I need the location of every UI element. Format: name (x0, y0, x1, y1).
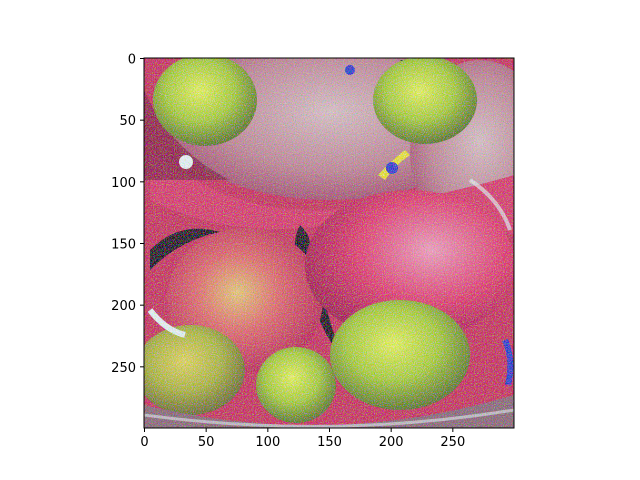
x-axis: 0 50 100 150 200 250 (140, 428, 465, 450)
y-tick-label: 250 (111, 361, 136, 376)
y-tick-label: 150 (111, 238, 136, 253)
y-tick-label: 0 (128, 53, 136, 68)
y-tick-label: 100 (111, 176, 136, 191)
heatmap-image (144, 58, 514, 428)
x-tick-label: 150 (317, 435, 342, 450)
x-tick-label: 200 (379, 435, 404, 450)
y-axis: 0 50 100 150 200 250 (111, 53, 144, 376)
y-tick-label: 50 (119, 114, 136, 129)
x-tick-label: 50 (198, 435, 215, 450)
x-tick-label: 0 (140, 435, 148, 450)
x-tick-label: 250 (440, 435, 465, 450)
x-tick-label: 100 (255, 435, 280, 450)
y-tick-label: 200 (111, 299, 136, 314)
